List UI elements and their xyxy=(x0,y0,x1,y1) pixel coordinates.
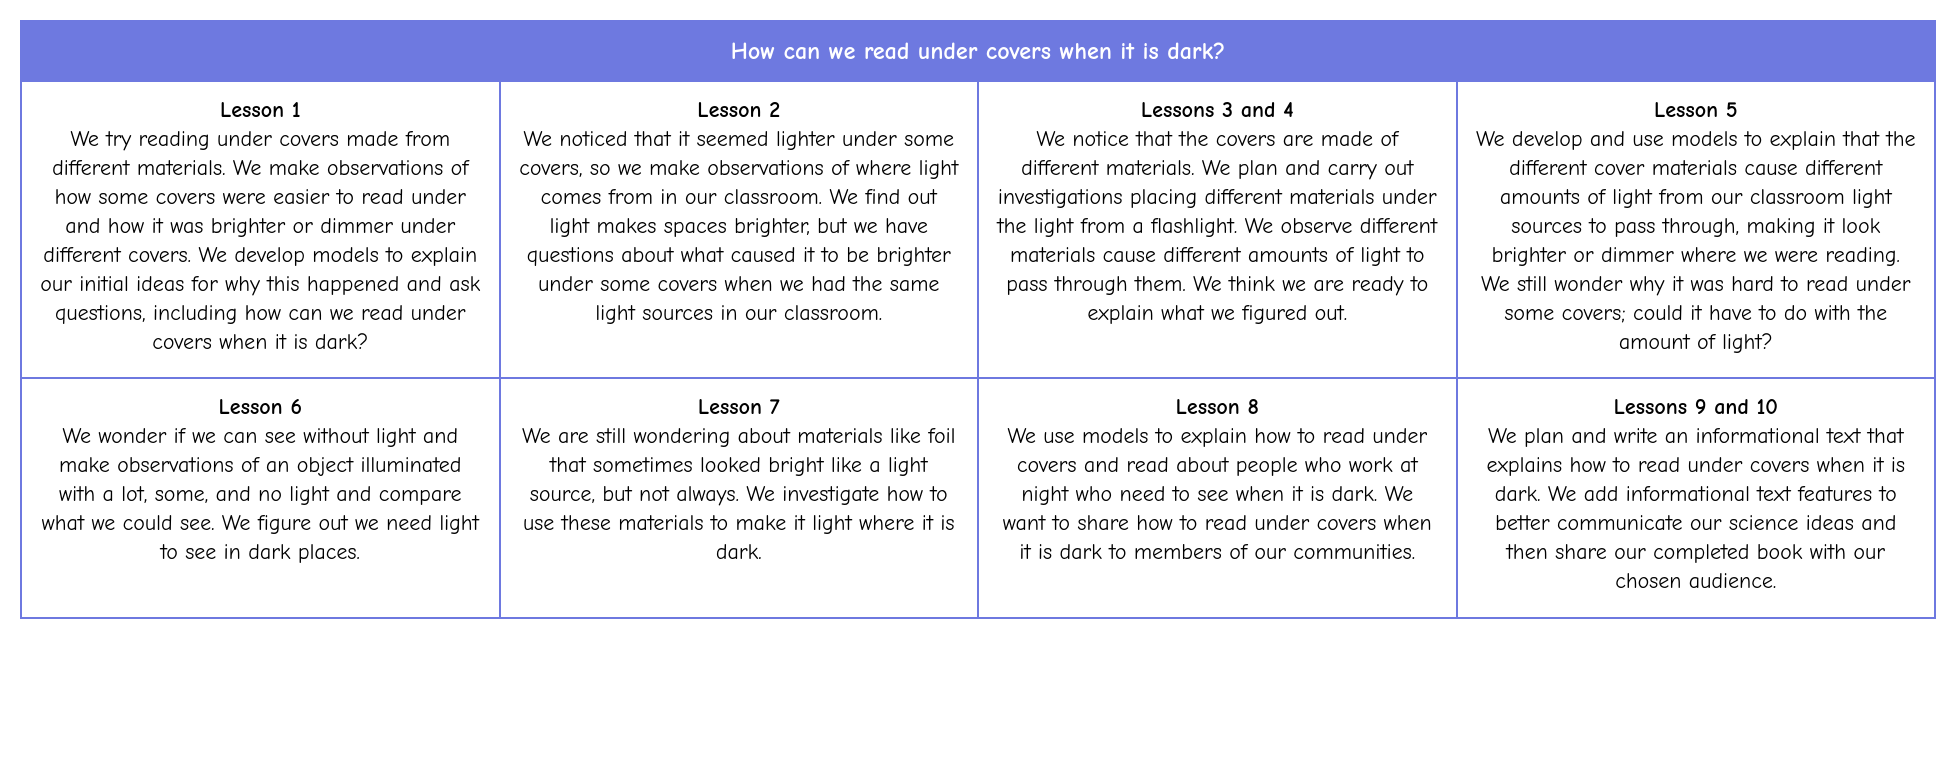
lesson-title: Lesson 5 xyxy=(1476,96,1917,125)
lesson-cell-2: Lesson 2 We noticed that it seemed light… xyxy=(500,81,979,378)
lesson-cell-8: Lessons 9 and 10 We plan and write an in… xyxy=(1457,378,1936,617)
table-header-title: How can we read under covers when it is … xyxy=(731,37,1226,65)
lesson-body: We use models to explain how to read und… xyxy=(997,422,1438,567)
lesson-body: We wonder if we can see without light an… xyxy=(40,422,481,567)
lesson-body: We develop and use models to explain tha… xyxy=(1476,125,1917,357)
lesson-body: We try reading under covers made from di… xyxy=(40,125,481,357)
lesson-cell-4: Lesson 5 We develop and use models to ex… xyxy=(1457,81,1936,378)
lesson-title: Lesson 6 xyxy=(40,393,481,422)
lesson-body: We noticed that it seemed lighter under … xyxy=(519,125,960,328)
lesson-title: Lesson 2 xyxy=(519,96,960,125)
lesson-title: Lesson 7 xyxy=(519,393,960,422)
lesson-body: We notice that the covers are made of di… xyxy=(997,125,1438,328)
lesson-cell-6: Lesson 7 We are still wondering about ma… xyxy=(500,378,979,617)
lesson-title: Lessons 3 and 4 xyxy=(997,96,1438,125)
lesson-title: Lesson 8 xyxy=(997,393,1438,422)
lesson-cell-1: Lesson 1 We try reading under covers mad… xyxy=(21,81,500,378)
lesson-table: How can we read under covers when it is … xyxy=(20,20,1936,619)
lesson-title: Lesson 1 xyxy=(40,96,481,125)
lesson-body: We are still wondering about materials l… xyxy=(519,422,960,567)
lesson-cell-7: Lesson 8 We use models to explain how to… xyxy=(978,378,1457,617)
table-body: Lesson 1 We try reading under covers mad… xyxy=(21,81,1935,618)
table-header: How can we read under covers when it is … xyxy=(21,21,1935,81)
lesson-body: We plan and write an informational text … xyxy=(1476,422,1917,596)
lesson-cell-5: Lesson 6 We wonder if we can see without… xyxy=(21,378,500,617)
lesson-cell-3: Lessons 3 and 4 We notice that the cover… xyxy=(978,81,1457,378)
lesson-title: Lessons 9 and 10 xyxy=(1476,393,1917,422)
